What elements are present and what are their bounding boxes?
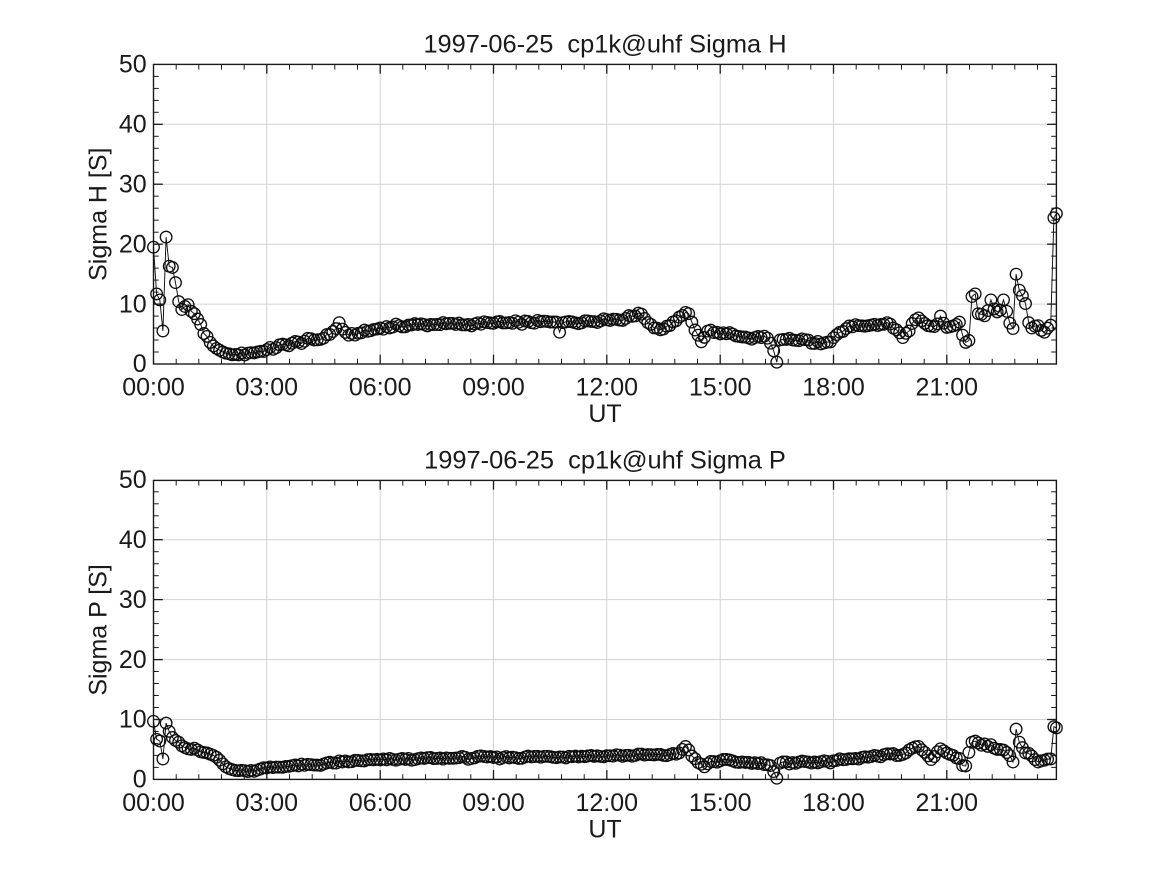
svg-text:20: 20 [119,230,147,258]
svg-text:18:00: 18:00 [802,789,865,817]
svg-text:21:00: 21:00 [916,789,979,817]
svg-text:40: 40 [119,111,147,139]
svg-text:30: 30 [119,586,147,614]
svg-text:12:00: 12:00 [576,789,639,817]
svg-text:09:00: 09:00 [462,374,525,402]
svg-text:18:00: 18:00 [802,374,865,402]
svg-text:06:00: 06:00 [349,374,412,402]
svg-text:1997-06-25 cp1k@uhf Sigma P: 1997-06-25 cp1k@uhf Sigma P [424,447,786,475]
svg-text:21:00: 21:00 [916,374,979,402]
svg-text:10: 10 [119,290,147,318]
svg-text:15:00: 15:00 [689,374,752,402]
svg-text:50: 50 [119,466,147,494]
svg-text:30: 30 [119,170,147,198]
svg-text:UT: UT [588,815,621,843]
svg-text:0: 0 [133,766,147,794]
svg-text:UT: UT [588,400,621,428]
svg-text:0: 0 [133,350,147,378]
svg-text:09:00: 09:00 [462,789,525,817]
svg-text:15:00: 15:00 [689,789,752,817]
svg-text:Sigma P [S]: Sigma P [S] [85,564,113,696]
svg-text:03:00: 03:00 [236,789,299,817]
svg-text:00:00: 00:00 [122,374,185,402]
svg-text:50: 50 [119,51,147,79]
svg-text:12:00: 12:00 [576,374,639,402]
svg-text:10: 10 [119,706,147,734]
svg-text:00:00: 00:00 [122,789,185,817]
svg-text:40: 40 [119,526,147,554]
svg-text:06:00: 06:00 [349,789,412,817]
svg-text:Sigma H [S]: Sigma H [S] [85,148,113,281]
svg-text:1997-06-25 cp1k@uhf Sigma H: 1997-06-25 cp1k@uhf Sigma H [423,31,786,59]
svg-text:20: 20 [119,646,147,674]
svg-text:03:00: 03:00 [236,374,299,402]
